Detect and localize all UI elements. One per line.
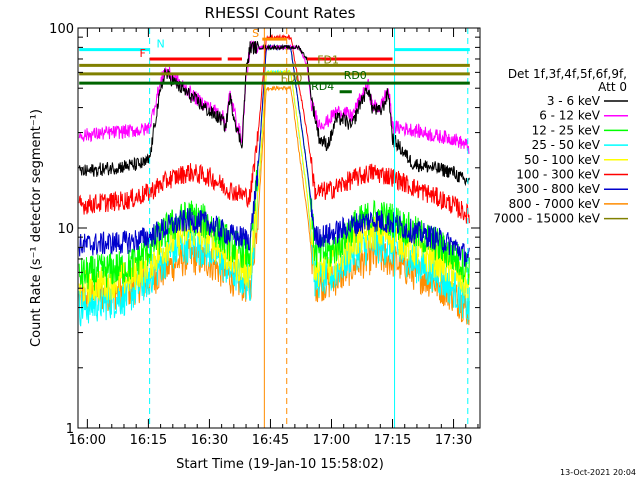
flag-label-rd0: RD0 (344, 69, 367, 82)
legend-header-line-2: Att 0 (598, 80, 627, 94)
legend-header-line-1: Det 1f,3f,4f,5f,6f,9f, (508, 67, 627, 81)
x-tick-label-5: 17:15 (374, 433, 411, 448)
legend-label-6-12-kev: 6 - 12 keV (539, 109, 601, 123)
y-tick-label-2: 100 (49, 22, 74, 37)
series-line-25-50-kev (78, 69, 470, 327)
x-tick-label-0: 16:00 (69, 433, 106, 448)
axis-layer: 1 10 100 16:00 16:15 16:30 16:45 17:00 17:15 17:3… (49, 22, 481, 448)
legend-label-25-50-kev: 25 - 50 keV (532, 138, 601, 152)
legend-label-7000-15000-kev: 7000 - 15000 keV (493, 212, 600, 226)
legend-label-3-6-kev: 3 - 6 keV (547, 94, 601, 108)
flag-layer: NF S FD1 FD0 RD0 RD4 (79, 27, 470, 94)
series-layer (78, 33, 470, 327)
vertical-marker-layer (149, 28, 469, 428)
x-tick-label-6: 17:30 (435, 433, 472, 448)
series-line-6-12-kev (78, 40, 470, 154)
x-axis-label: Start Time (19-Jan-10 15:58:02) (176, 457, 384, 472)
y-axis-label: Count Rate (s⁻¹ detector segment⁻¹) (29, 109, 44, 347)
x-tick-label-1: 16:15 (130, 433, 167, 448)
legend-label-300-800-kev: 300 - 800 keV (516, 182, 600, 196)
series-line-100-300-kev (78, 33, 470, 224)
flag-label-fd1: FD1 (317, 53, 339, 66)
y-tick-label-1: 10 (57, 222, 74, 237)
x-tick-label-3: 16:45 (252, 433, 289, 448)
flag-label-rd4: RD4 (311, 80, 334, 93)
legend-label-100-300-kev: 100 - 300 keV (516, 168, 600, 182)
flag-label-n: N (157, 38, 165, 51)
legend-label-12-25-kev: 12 - 25 keV (532, 123, 601, 137)
flag-label-f: F (139, 47, 145, 60)
y-tick-label-0: 1 (66, 422, 74, 437)
series-line-3-6-kev (78, 41, 470, 187)
render-timestamp: 13-Oct-2021 20:04 (560, 468, 636, 477)
x-tick-label-4: 17:00 (313, 433, 350, 448)
flag-label-fd0: FD0 (281, 72, 303, 85)
chart-title: RHESSI Count Rates (205, 4, 356, 22)
flag-label-s: S (252, 27, 259, 40)
legend-label-800-7000-kev: 800 - 7000 keV (509, 197, 601, 211)
legend-label-50-100-kev: 50 - 100 keV (524, 153, 601, 167)
x-tick-label-2: 16:30 (191, 433, 228, 448)
